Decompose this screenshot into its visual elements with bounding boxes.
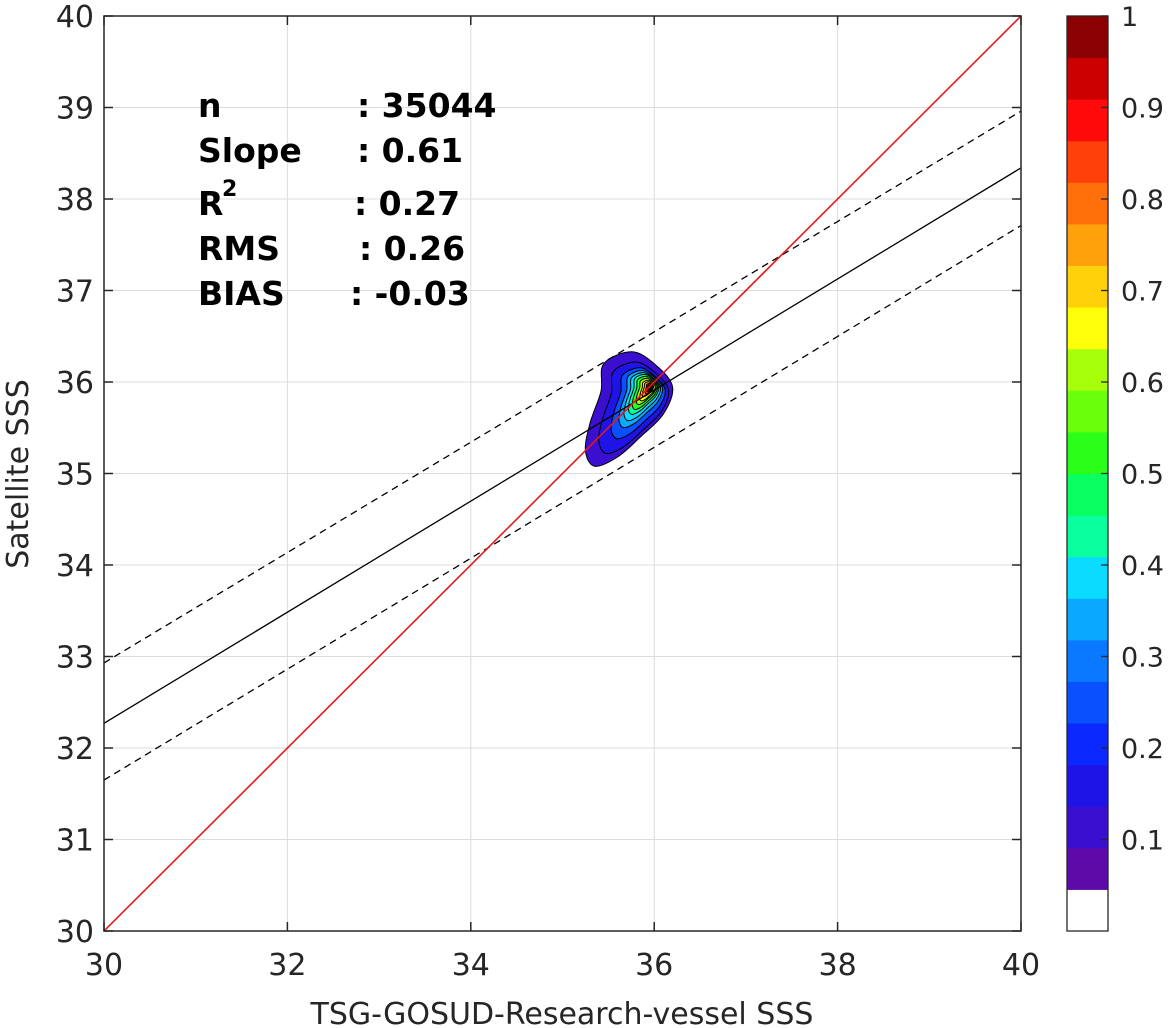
- colorbar-segment: [1067, 473, 1108, 516]
- axis-ticks: 30 32 34 36 38 40 30 31 32 33 34 35 36 37 38 39 40: [56, 0, 1040, 983]
- colorbar-segment: [1067, 681, 1108, 724]
- y-tick-label: 30: [56, 915, 94, 950]
- colorbar-tick-label: 0.8: [1121, 185, 1164, 216]
- stat-bias-label: BIAS: [198, 274, 285, 313]
- stat-slope-value: : 0.61: [357, 131, 463, 170]
- stat-r2-value: : 0.27: [354, 184, 460, 223]
- y-tick-label: 36: [56, 366, 94, 401]
- x-tick-label: 36: [635, 948, 673, 983]
- colorbar-segment: [1067, 847, 1108, 890]
- x-tick-label: 34: [452, 948, 490, 983]
- x-tick-label: 32: [268, 948, 306, 983]
- y-tick-label: 32: [56, 732, 94, 767]
- x-tick-label: 40: [1002, 948, 1040, 983]
- y-tick-label: 33: [56, 641, 94, 676]
- colorbar-segment: [1067, 223, 1108, 267]
- regression-lines: [104, 16, 1021, 931]
- stat-n-value: : 35044: [357, 86, 497, 125]
- colorbar-segment: [1067, 723, 1108, 766]
- colorbar-segment: [1067, 307, 1108, 350]
- colorbar-segment: [1067, 99, 1108, 142]
- colorbar-segment: [1067, 598, 1108, 641]
- colorbar-tick-label: 0.3: [1121, 643, 1164, 674]
- x-tick-label: 38: [819, 948, 857, 983]
- y-tick-label: 31: [56, 824, 94, 859]
- stat-rms-label: RMS: [198, 229, 280, 268]
- colorbar-tick-label: 0.2: [1121, 734, 1164, 765]
- colorbar: 0.1 0.2 0.3 0.4 0.5 0.6 0.7 0.8 0.9 1: [1066, 2, 1164, 932]
- stat-n-label: n: [198, 86, 222, 125]
- y-tick-label: 38: [56, 183, 94, 218]
- y-tick-label: 35: [56, 458, 94, 493]
- y-tick-label: 34: [56, 549, 94, 584]
- identity-line: [104, 16, 1021, 931]
- colorbar-segment: [1067, 639, 1108, 682]
- stat-r2-label: R: [198, 184, 223, 223]
- colorbar-tick-label: 0.5: [1121, 460, 1164, 491]
- fit-upper-bound-line: [104, 110, 1021, 664]
- colorbar-tick-label: 1: [1121, 2, 1138, 33]
- regression-fit-line: [104, 167, 1021, 724]
- colorbar-segment: [1067, 57, 1108, 100]
- y-tick-label: 37: [56, 275, 94, 310]
- stat-bias-value: : -0.03: [350, 274, 470, 313]
- colorbar-tick-label: 0.1: [1121, 826, 1164, 857]
- y-tick-label: 39: [56, 92, 94, 127]
- x-tick-label: 30: [85, 948, 123, 983]
- colorbar-segment: [1067, 806, 1108, 849]
- grid: [103, 15, 1022, 932]
- colorbar-tick-label: 0.7: [1121, 277, 1164, 308]
- colorbar-segment: [1067, 515, 1108, 558]
- colorbar-segment: [1067, 556, 1108, 599]
- y-tick-label: 40: [56, 0, 94, 35]
- colorbar-segment: [1067, 16, 1108, 59]
- stat-rms-value: : 0.26: [359, 229, 465, 268]
- fit-lower-bound-line: [104, 224, 1021, 781]
- stat-r2-superscript: 2: [222, 177, 237, 202]
- colorbar-segment: [1067, 889, 1108, 932]
- colorbar-segment: [1067, 348, 1108, 391]
- colorbar-segment: [1067, 764, 1108, 807]
- stats-annotation: n : 35044 Slope : 0.61 R 2 : 0.27 RMS : …: [198, 86, 497, 313]
- colorbar-tick-label: 0.4: [1121, 551, 1164, 582]
- colorbar-tick-label: 0.9: [1121, 94, 1164, 125]
- colorbar-segment: [1067, 182, 1108, 225]
- stat-slope-label: Slope: [198, 131, 302, 170]
- x-axis-label: TSG-GOSUD-Research-vessel SSS: [310, 997, 814, 1028]
- colorbar-tick-label: 0.6: [1121, 368, 1164, 399]
- colorbar-segment: [1067, 431, 1108, 474]
- colorbar-segment: [1067, 265, 1108, 308]
- colorbar-segment: [1067, 140, 1108, 183]
- y-axis-label: Satellite SSS: [1, 379, 36, 569]
- colorbar-segment: [1067, 390, 1108, 433]
